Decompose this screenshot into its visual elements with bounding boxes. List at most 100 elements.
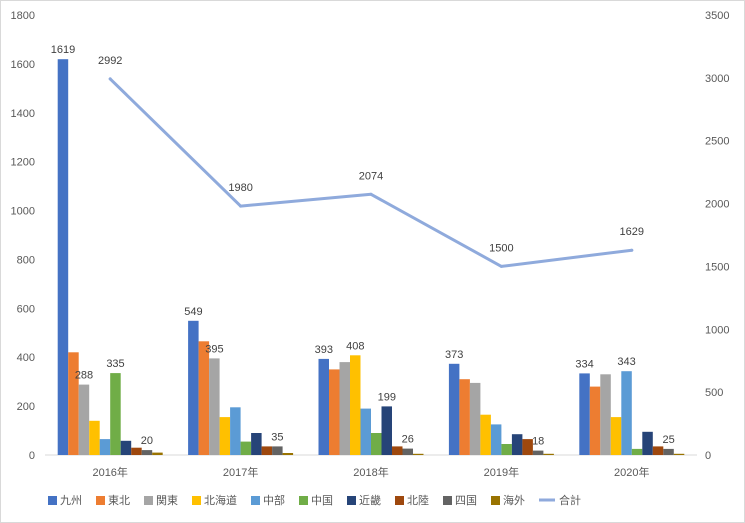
data-label: 2992 bbox=[98, 55, 122, 67]
bar bbox=[392, 446, 403, 455]
bar bbox=[120, 440, 132, 455]
x-tick-label: 2018年 bbox=[353, 465, 388, 479]
legend-label: 合計 bbox=[559, 493, 581, 507]
line-point bbox=[369, 192, 373, 196]
bar bbox=[219, 417, 231, 455]
legend-item: 中部 bbox=[251, 493, 285, 507]
x-tick-label: 2019年 bbox=[484, 465, 519, 479]
legend-label: 東北 bbox=[108, 494, 130, 507]
bar bbox=[57, 59, 69, 455]
bar bbox=[141, 450, 153, 455]
legend-item: 四国 bbox=[443, 494, 477, 507]
y2-tick-label: 2000 bbox=[705, 199, 729, 211]
data-label: 1500 bbox=[489, 242, 513, 254]
legend-swatch bbox=[192, 496, 201, 505]
bar bbox=[413, 453, 424, 455]
y2-tick-label: 3000 bbox=[705, 73, 729, 85]
legend-swatch bbox=[48, 496, 57, 505]
bar bbox=[230, 407, 241, 455]
bar bbox=[501, 444, 512, 455]
y-tick-label: 1400 bbox=[11, 108, 35, 120]
legend-item: 九州 bbox=[48, 494, 82, 507]
data-label: 395 bbox=[205, 343, 223, 355]
data-label: 25 bbox=[662, 434, 674, 446]
bar bbox=[339, 362, 350, 455]
bar bbox=[209, 358, 220, 455]
legend-swatch bbox=[395, 496, 404, 505]
legend-label: 北海道 bbox=[204, 493, 237, 507]
bar bbox=[99, 439, 111, 455]
y-tick-label: 1200 bbox=[11, 157, 35, 169]
bar bbox=[642, 431, 653, 455]
legend-item: 北海道 bbox=[192, 493, 237, 507]
y-axis-left: 0 200 400 600 800 1000 1200 1400 1600 1800 bbox=[11, 10, 35, 462]
data-label: 199 bbox=[378, 391, 396, 403]
legend-label: 関東 bbox=[156, 494, 178, 507]
bar bbox=[631, 448, 643, 455]
data-label: 288 bbox=[75, 370, 93, 382]
legend-swatch bbox=[251, 496, 260, 505]
bar bbox=[610, 417, 622, 455]
bar bbox=[663, 448, 674, 455]
bar bbox=[621, 371, 632, 455]
legend-item: 中国 bbox=[299, 494, 333, 507]
y-tick-label: 200 bbox=[17, 401, 35, 413]
data-label: 1619 bbox=[51, 44, 75, 56]
bar bbox=[490, 424, 502, 455]
bar bbox=[448, 363, 460, 455]
y2-tick-label: 0 bbox=[705, 450, 711, 462]
line-point bbox=[630, 248, 634, 252]
bar bbox=[459, 379, 470, 455]
bar bbox=[652, 446, 664, 455]
data-labels: 1619 549 393 373 334 288 395 408 343 335 199 20 35 26… bbox=[51, 44, 675, 447]
data-label: 408 bbox=[346, 340, 364, 352]
data-label: 373 bbox=[445, 349, 463, 361]
legend-label: 北陸 bbox=[407, 494, 429, 507]
y2-tick-label: 1500 bbox=[705, 261, 729, 273]
y2-tick-label: 2500 bbox=[705, 136, 729, 148]
bar bbox=[469, 382, 481, 455]
bar bbox=[272, 446, 283, 455]
data-label: 1629 bbox=[620, 226, 644, 238]
legend-label: 近畿 bbox=[359, 493, 381, 507]
data-label: 35 bbox=[271, 431, 283, 443]
legend-swatch bbox=[491, 496, 500, 505]
bar bbox=[240, 441, 252, 455]
bar bbox=[68, 352, 79, 455]
y-tick-label: 400 bbox=[17, 352, 35, 364]
data-label: 549 bbox=[184, 306, 202, 318]
bar bbox=[381, 406, 392, 455]
bar bbox=[532, 450, 544, 455]
data-label: 20 bbox=[141, 435, 153, 447]
y2-tick-label: 3500 bbox=[705, 10, 729, 22]
bar bbox=[673, 453, 685, 455]
legend-label: 中部 bbox=[263, 493, 285, 507]
data-label: 1980 bbox=[228, 182, 252, 194]
y-tick-label: 1000 bbox=[11, 206, 35, 218]
bar bbox=[589, 386, 601, 455]
bar bbox=[131, 447, 142, 455]
bar bbox=[188, 320, 199, 455]
line-point bbox=[239, 204, 243, 208]
y-tick-label: 1800 bbox=[11, 10, 35, 22]
data-label: 334 bbox=[575, 358, 593, 370]
y-tick-label: 800 bbox=[17, 254, 35, 266]
x-tick-label: 2016年 bbox=[92, 465, 127, 479]
legend-item: 海外 bbox=[491, 493, 525, 507]
bar bbox=[360, 408, 371, 455]
legend-item: 北陸 bbox=[395, 494, 429, 507]
x-tick-label: 2020年 bbox=[614, 465, 649, 479]
legend-label: 中国 bbox=[311, 494, 333, 507]
y-tick-label: 600 bbox=[17, 303, 35, 315]
legend-item: 近畿 bbox=[347, 493, 381, 507]
legend-label: 九州 bbox=[60, 494, 82, 507]
legend-item: 東北 bbox=[96, 494, 130, 507]
y2-tick-label: 1000 bbox=[705, 324, 729, 336]
line-point bbox=[108, 77, 112, 81]
bar bbox=[329, 369, 340, 455]
legend-item: 関東 bbox=[144, 494, 178, 507]
bar bbox=[282, 453, 294, 455]
bar bbox=[251, 433, 262, 455]
legend-swatch bbox=[96, 496, 105, 505]
